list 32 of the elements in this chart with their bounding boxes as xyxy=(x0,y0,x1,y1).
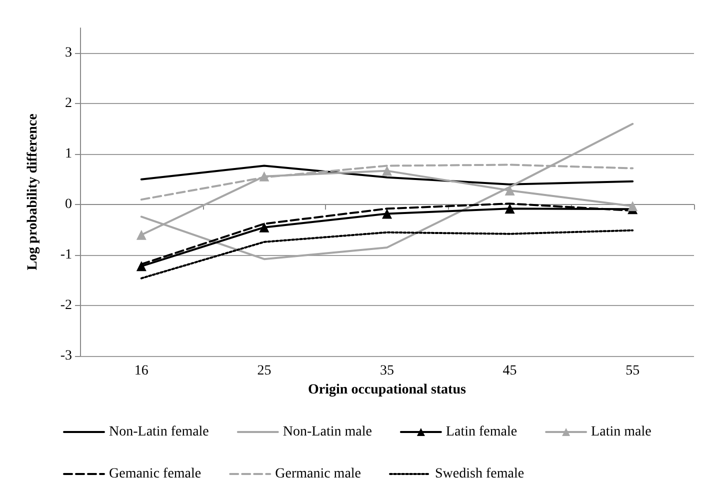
y-tick-label: 3 xyxy=(65,46,72,61)
x-tick-label: 16 xyxy=(134,364,148,378)
line-series xyxy=(140,122,634,260)
x-tick-label: 45 xyxy=(502,364,517,378)
y-tick-label: -2 xyxy=(60,298,72,314)
y-tick-label: 2 xyxy=(65,96,72,112)
point xyxy=(504,185,515,196)
legend-label: Gemanic female xyxy=(109,466,202,482)
point xyxy=(259,222,270,232)
point xyxy=(382,208,392,219)
legend-label: Non-Latin male xyxy=(282,424,372,440)
point xyxy=(382,166,392,176)
line-series xyxy=(140,229,634,280)
y-tick-label: 0 xyxy=(65,197,72,212)
legend-label: Non-Latin female xyxy=(109,424,209,440)
point xyxy=(504,204,515,214)
y-tick-label: -1 xyxy=(60,248,72,263)
point xyxy=(136,230,146,240)
legend-label: Swedish female xyxy=(435,466,524,482)
legend-label: Germanic male xyxy=(275,466,362,482)
y-tick-label: -3 xyxy=(60,348,72,364)
line-series xyxy=(140,164,634,186)
x-axis-title: Origin occupational status xyxy=(308,382,466,398)
y-axis-title: Log probability difference xyxy=(26,114,40,270)
x-tick-label: 35 xyxy=(380,364,394,378)
y-tick-label: 1 xyxy=(65,146,72,162)
x-tick-label: 25 xyxy=(257,364,272,378)
point xyxy=(136,261,146,272)
legend-label: Latin male xyxy=(591,424,652,440)
x-tick-label: 55 xyxy=(626,364,640,378)
legend-label: Latin female xyxy=(446,424,518,440)
point xyxy=(259,171,270,182)
